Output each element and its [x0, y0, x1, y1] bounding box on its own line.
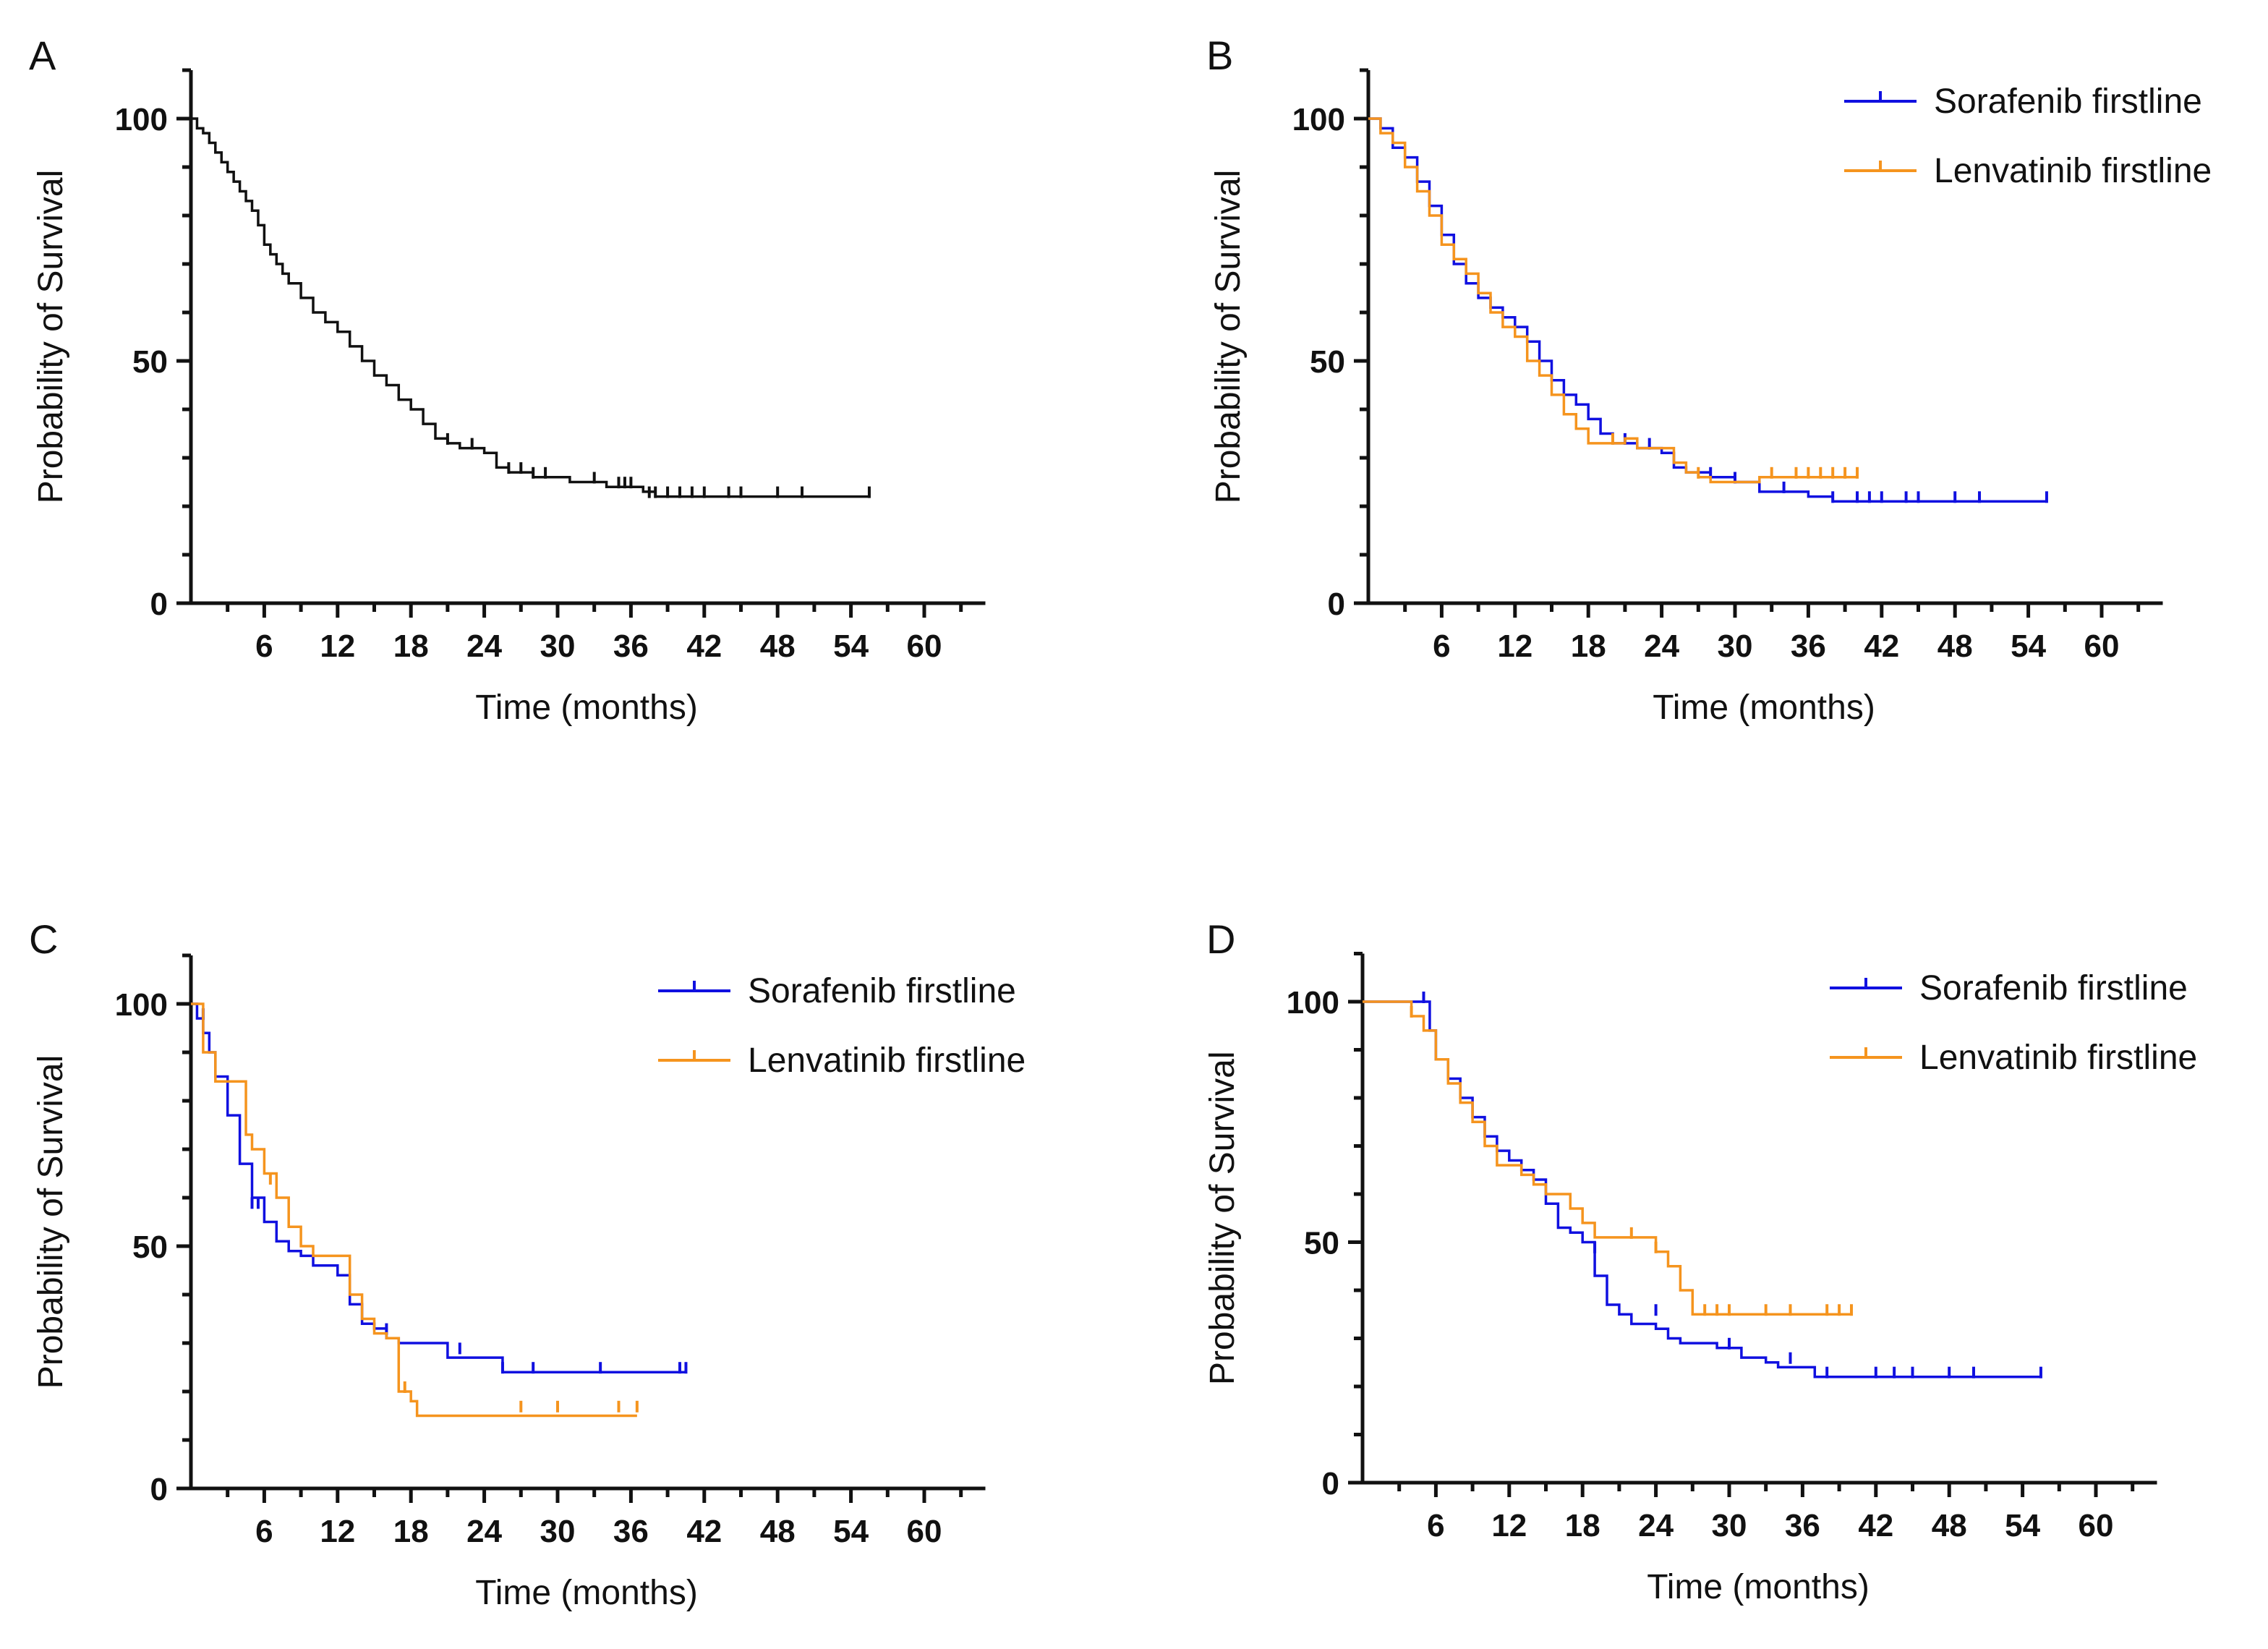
- legend-label-lenvatinib: Lenvatinib firstline: [1934, 152, 2212, 190]
- x-tick-label: 18: [393, 1514, 429, 1549]
- x-tick-label: 30: [540, 1514, 576, 1549]
- y-axis-title: Probability of Survival: [32, 170, 70, 504]
- survival-curve-sorafenib: [1368, 117, 2047, 503]
- y-tick-label: 0: [1322, 1466, 1339, 1501]
- y-tick-label: 100: [1292, 102, 1345, 137]
- x-axis-title: Time (months): [1653, 689, 1875, 727]
- x-tick-label: 36: [1791, 629, 1826, 664]
- y-tick-label: 50: [1310, 344, 1345, 380]
- x-tick-label: 60: [2084, 629, 2120, 664]
- survival-curve-lenvatinib: [191, 1002, 637, 1418]
- legend-label-lenvatinib: Lenvatinib firstline: [748, 1041, 1026, 1080]
- x-tick-label: 6: [1433, 629, 1450, 664]
- x-tick-label: 36: [613, 629, 649, 664]
- y-axis-title: Probability of Survival: [1203, 1051, 1242, 1385]
- x-tick-label: 12: [320, 629, 355, 664]
- x-tick-label: 54: [2005, 1508, 2040, 1543]
- panel-letter: C: [29, 916, 58, 962]
- y-tick-label: 0: [1328, 587, 1345, 622]
- x-tick-label: 18: [1565, 1508, 1600, 1543]
- x-tick-label: 6: [255, 629, 273, 664]
- x-tick-label: 42: [686, 629, 722, 664]
- x-tick-label: 54: [833, 1514, 869, 1549]
- x-tick-label: 24: [1644, 629, 1679, 664]
- panel-letter: D: [1206, 916, 1235, 962]
- x-axis-title: Time (months): [1647, 1568, 1870, 1606]
- x-tick-label: 24: [1638, 1508, 1674, 1543]
- x-axis-title: Time (months): [475, 1574, 698, 1612]
- x-tick-label: 42: [686, 1514, 722, 1549]
- x-tick-label: 30: [1718, 629, 1753, 664]
- x-tick-label: 6: [1427, 1508, 1444, 1543]
- panel-d: D 6 12 18 24 30 36 42 48 54 60 0 50 100 Time (months) P…: [1203, 916, 2197, 1606]
- x-tick-label: 12: [320, 1514, 355, 1549]
- y-tick-label: 100: [115, 102, 168, 137]
- x-tick-label: 12: [1491, 1508, 1527, 1543]
- x-tick-label: 48: [1937, 629, 1973, 664]
- x-tick-label: 54: [2011, 629, 2046, 664]
- y-axis-title: Probability of Survival: [1209, 170, 1248, 504]
- y-tick-label: 100: [115, 987, 168, 1023]
- panel-letter: A: [29, 33, 56, 78]
- survival-curve-lenvatinib: [1363, 1000, 1851, 1316]
- legend-label-lenvatinib: Lenvatinib firstline: [1919, 1039, 2197, 1077]
- x-tick-label: 42: [1864, 629, 1899, 664]
- x-tick-label: 48: [1932, 1508, 1967, 1543]
- panel-letter: B: [1206, 33, 1233, 78]
- x-tick-label: 30: [1712, 1508, 1747, 1543]
- x-tick-label: 24: [466, 1514, 502, 1549]
- y-tick-label: 100: [1287, 985, 1339, 1020]
- x-tick-label: 24: [466, 629, 502, 664]
- panel-a: A 6 12 18 24 30 36 42 48 54 60 0 50 100 Time (months) P…: [29, 33, 986, 727]
- x-tick-label: 48: [760, 1514, 796, 1549]
- x-tick-label: 6: [255, 1514, 273, 1549]
- x-tick-label: 48: [760, 629, 796, 664]
- x-axis-title: Time (months): [475, 689, 698, 727]
- x-tick-label: 60: [907, 629, 942, 664]
- y-tick-label: 50: [1304, 1226, 1339, 1261]
- legend-label-sorafenib: Sorafenib firstline: [748, 972, 1016, 1010]
- x-tick-label: 60: [2079, 1508, 2114, 1543]
- x-tick-label: 18: [393, 629, 429, 664]
- x-tick-label: 18: [1571, 629, 1606, 664]
- legend-label-sorafenib: Sorafenib firstline: [1919, 969, 2188, 1007]
- y-tick-label: 50: [132, 344, 168, 380]
- legend-label-sorafenib: Sorafenib firstline: [1934, 82, 2202, 121]
- x-tick-label: 42: [1858, 1508, 1893, 1543]
- survival-curve-sorafenib: [191, 1002, 686, 1373]
- x-tick-label: 36: [1785, 1508, 1820, 1543]
- x-tick-label: 60: [907, 1514, 942, 1549]
- y-tick-label: 0: [150, 587, 168, 622]
- x-tick-label: 54: [833, 629, 869, 664]
- x-tick-label: 36: [613, 1514, 649, 1549]
- survival-curve-lenvatinib: [1368, 117, 1857, 484]
- x-tick-label: 12: [1497, 629, 1532, 664]
- y-tick-label: 0: [150, 1472, 168, 1507]
- y-tick-label: 50: [132, 1230, 168, 1265]
- x-tick-label: 30: [540, 629, 576, 664]
- panel-c: C 6 12 18 24 30 36 42 48 54 60 0 50 100 Time (months) P…: [29, 916, 1026, 1612]
- survival-curve-sorafenib: [1363, 1000, 2041, 1379]
- panel-b: B 6 12 18 24 30 36 42 48 54 60 0 50 100 Time (months) P…: [1206, 33, 2212, 727]
- y-axis-title: Probability of Survival: [32, 1055, 70, 1389]
- survival-curve-overall: [191, 117, 869, 498]
